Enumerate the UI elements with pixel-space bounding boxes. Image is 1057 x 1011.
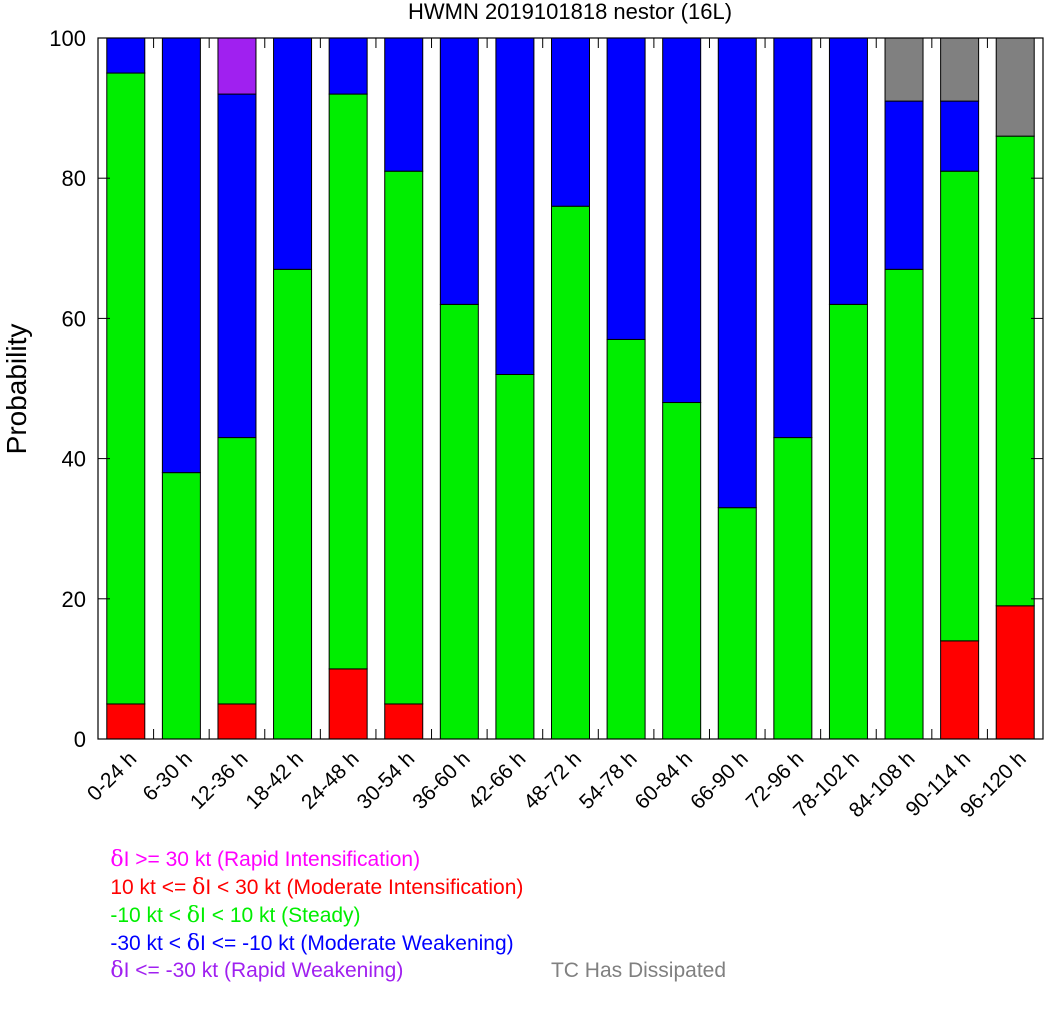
bar-segment-steady [940,170,980,642]
bar-segment-steady [106,72,146,705]
x-tick-label: 18-42 h [241,747,308,814]
legend-text: TC Has Dissipated [550,959,727,982]
bar-segment-steady [161,472,201,740]
legend-prefix: 10 kt <= [110,876,193,899]
bar-segment-moderate-weakening [328,37,368,95]
bar-segment-moderate-weakening [606,37,646,340]
x-tick-label: 54-78 h [575,747,642,814]
x-tick-label: 60-84 h [631,747,698,814]
x-tick-label: 0-24 h [83,747,141,805]
legend-prefix: -10 kt < [110,904,187,927]
legend-dissipated: TC Has Dissipated [528,930,726,1011]
x-tick-label: 30-54 h [353,747,420,814]
legend-moderate-intensification: 10 kt <= δI < 30 kt (Moderate Intensific… [87,847,523,928]
plot-frame [97,37,1044,740]
y-tick-label: 20 [62,587,86,612]
bar-segment-steady [217,437,257,705]
legend-moderate-weakening: -30 kt < δI <= -10 kt (Moderate Weakenin… [87,903,514,984]
y-axis-label: Probability [1,324,32,455]
y-tick-label: 60 [62,306,86,331]
y-tick-label: 0 [74,727,86,752]
bar-segment-moderate-weakening [273,37,313,270]
bar-segment-steady [884,268,924,740]
bar-segment-moderate-weakening [106,37,146,74]
legend-rapid-weakening: δI <= -30 kt (Rapid Weakening) [87,930,403,1011]
bar-segment-moderate-weakening [384,37,424,172]
y-tick-label: 80 [62,166,86,191]
bar-segment-moderate-weakening [940,100,980,172]
bar-segment-steady [439,303,479,740]
bar-segment-steady [828,303,868,740]
bar-segment-moderate-intensification [995,605,1035,740]
x-tick-label: 12-36 h [186,747,253,814]
delta-symbol: δ [186,931,201,956]
bar-segment-moderate-weakening [161,37,201,474]
bar-segment-moderate-weakening [773,37,813,439]
bar-segment-moderate-weakening [217,93,257,439]
probability-bar-chart: HWMN 2019101818 nestor (16L) Probability… [1,0,1044,822]
bar-segment-steady [551,205,590,740]
chart-title: HWMN 2019101818 nestor (16L) [408,0,732,24]
bar-segment-steady [717,507,757,740]
legend-text: I <= -30 kt (Rapid Weakening) [123,959,404,982]
bar-segment-moderate-weakening [551,37,590,207]
legend-prefix: -30 kt < [110,932,187,955]
x-tick-label: 24-48 h [297,747,364,814]
bar-segment-tc-has-dissipated [884,37,924,102]
y-tick-label: 40 [62,447,86,472]
bar-segment-moderate-intensification [217,703,257,740]
bar-segment-moderate-weakening [828,37,868,305]
bar-segment-steady [995,135,1035,607]
delta-symbol: δ [186,903,201,928]
bar-segment-steady [773,437,813,740]
bar-segment-steady [606,338,646,740]
legend-text: I < 30 kt (Moderate Intensification) [205,876,524,899]
bar-segment-moderate-weakening [495,37,535,375]
legend-text: I < 10 kt (Steady) [200,904,361,927]
bar-segment-moderate-intensification [328,668,368,740]
x-tick-label: 42-66 h [464,747,531,814]
x-tick-label: 66-90 h [686,747,753,814]
y-tick-label: 100 [49,26,86,51]
legend-rapid-intensification: δI >= 30 kt (Rapid Intensification) [87,819,420,900]
bar-segment-rapid-weakening [217,37,257,95]
bar-segment-steady [662,402,702,740]
x-tick-label: 36-60 h [408,747,475,814]
bar-segment-tc-has-dissipated [940,37,980,102]
bar-segment-steady [495,373,535,740]
bar-segment-moderate-weakening [884,100,924,270]
legend-steady: -10 kt < δI < 10 kt (Steady) [87,875,361,956]
bar-segment-moderate-intensification [384,703,424,740]
delta-symbol: δ [192,875,206,900]
bar-segment-moderate-weakening [439,37,479,305]
bars-layer [106,37,1035,740]
bar-segment-moderate-intensification [106,703,146,740]
legend-text: I <= -10 kt (Moderate Weakening) [200,932,514,955]
delta-symbol: δ [110,847,124,872]
bar-segment-moderate-weakening [717,37,757,509]
bar-segment-steady [273,268,313,740]
bar-segment-tc-has-dissipated [995,37,1035,137]
delta-symbol: δ [110,958,124,983]
bar-segment-moderate-intensification [940,640,980,740]
bar-segment-steady [384,170,424,705]
bar-segment-moderate-weakening [662,37,702,404]
x-tick-label: 48-72 h [519,747,586,814]
legend-text: I >= 30 kt (Rapid Intensification) [123,848,421,871]
bar-segment-steady [328,93,368,670]
